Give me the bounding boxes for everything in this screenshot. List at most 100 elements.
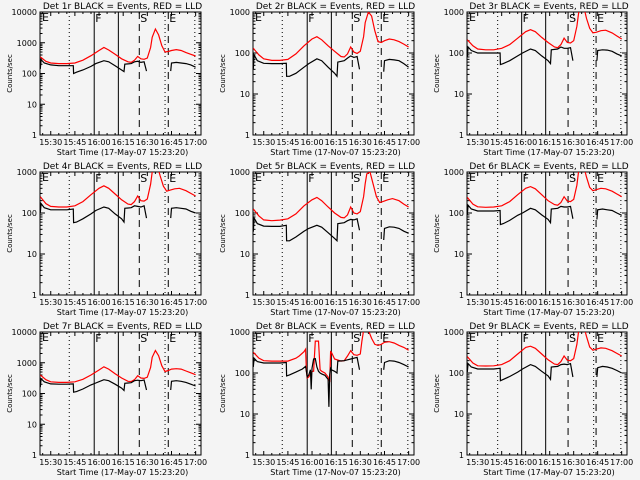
x-tick-label: 16:00 — [514, 298, 537, 307]
x-tick-label: 17:00 — [397, 298, 420, 307]
x-tick-label: 16:45 — [160, 298, 183, 307]
time-marker-label-f: F — [95, 12, 101, 25]
time-marker-label-s: S — [569, 172, 576, 185]
x-tick-label: 15:45 — [276, 138, 299, 147]
x-tick-label: 17:00 — [397, 138, 420, 147]
y-tick-label: 10 — [27, 420, 37, 429]
x-tick-label: 16:00 — [301, 138, 324, 147]
x-tick-label: 15:45 — [63, 138, 86, 147]
time-marker-label-e: E — [382, 12, 389, 25]
series-group — [467, 12, 623, 66]
x-tick-label: 16:45 — [373, 298, 396, 307]
x-tick-label: 16:30 — [562, 138, 585, 147]
x-axis-label: Start Time (17-May-07 15:23:20) — [57, 308, 188, 317]
corner-label-e: E — [42, 171, 49, 184]
y-tick-label: 1000 — [444, 168, 464, 177]
x-tick-label: 16:30 — [562, 298, 585, 307]
y-tick-label: 10 — [240, 90, 250, 99]
corner-label-e: E — [469, 331, 476, 344]
corner-label-e: E — [42, 331, 49, 344]
series-line-events — [596, 208, 622, 220]
plot-frame — [252, 331, 415, 456]
y-tick-label: 1 — [245, 451, 250, 460]
x-tick-label: 16:00 — [301, 298, 324, 307]
x-tick-label: 15:30 — [466, 458, 489, 467]
series-line-lld — [40, 27, 196, 65]
y-tick-label: 100 — [449, 369, 464, 378]
y-tick-label: 1 — [32, 131, 37, 140]
x-tick-label: 16:00 — [301, 458, 324, 467]
time-marker-label-s: S — [353, 332, 360, 345]
plot-frame — [39, 171, 202, 296]
y-tick-label: 100 — [235, 369, 250, 378]
series-line-events — [467, 203, 574, 226]
plot-frame — [466, 11, 628, 136]
x-tick-label: 16:45 — [586, 458, 609, 467]
chart-title: Det 3r BLACK = Events, RED = LLD — [469, 2, 628, 12]
x-tick-label: 15:45 — [63, 298, 86, 307]
x-tick-label: 16:15 — [112, 138, 135, 147]
x-tick-label: 16:45 — [586, 298, 609, 307]
chart-panel-det-6r: Det 6r BLACK = Events, RED = LLD 1 10 100 10… — [433, 162, 633, 317]
x-tick-label: 15:45 — [276, 298, 299, 307]
y-tick-label: 10 — [240, 410, 250, 419]
x-tick-label: 16:00 — [88, 458, 111, 467]
x-tick-label: 16:30 — [136, 458, 159, 467]
x-tick-label: 16:45 — [160, 138, 183, 147]
y-tick-label: 10000 — [12, 328, 37, 337]
x-tick-label: 16:00 — [88, 138, 111, 147]
chart-title: Det 7r BLACK = Events, RED = LLD — [43, 322, 202, 332]
x-tick-label: 15:45 — [490, 458, 513, 467]
series-line-lld — [253, 332, 409, 383]
chart-title: Det 6r BLACK = Events, RED = LLD — [469, 162, 628, 172]
y-tick-label: 1000 — [444, 8, 464, 17]
y-tick-label: 100 — [449, 49, 464, 58]
y-axis-label: Counts/sec — [219, 54, 227, 93]
y-tick-label: 100 — [22, 390, 37, 399]
x-axis-label: Start Time (17-May-07 15:23:20) — [483, 468, 614, 477]
time-marker-label-f: F — [95, 332, 101, 345]
x-tick-label: 16:30 — [349, 298, 372, 307]
y-tick-label: 100 — [449, 209, 464, 218]
series-line-events — [253, 356, 361, 407]
x-tick-label: 16:15 — [538, 458, 561, 467]
chart-panel-det-5r: Det 5r BLACK = Events, RED = LLD 1 10 100 10… — [219, 162, 420, 317]
x-tick-label: 16:15 — [538, 298, 561, 307]
time-marker-label-f: F — [523, 172, 529, 185]
series-group — [467, 332, 622, 382]
time-marker-label-e: E — [597, 12, 604, 25]
y-axis-label: Counts/sec — [433, 374, 441, 413]
y-tick-label: 10 — [240, 250, 250, 259]
chart-panel-det-1r: Det 1r BLACK = Events, RED = LLD 1 10 100 10… — [6, 2, 207, 157]
series-line-lld — [467, 172, 622, 208]
time-marker-label-s: S — [569, 332, 576, 345]
x-tick-label: 15:45 — [490, 298, 513, 307]
plot-frame — [39, 11, 202, 136]
x-axis-label: Start Time (17-May-07 15:23:20) — [483, 308, 614, 317]
series-line-events — [467, 362, 574, 382]
x-tick-label: 15:30 — [252, 298, 275, 307]
x-tick-label: 16:15 — [538, 138, 561, 147]
chart-panel-det-4r: Det 4r BLACK = Events, RED = LLD 1 10 100 10… — [6, 162, 207, 317]
y-axis-label: Counts/sec — [6, 374, 14, 413]
chart-title: Det 5r BLACK = Events, RED = LLD — [256, 162, 415, 172]
chart-title: Det 9r BLACK = Events, RED = LLD — [469, 322, 628, 332]
y-tick-label: 1 — [459, 131, 464, 140]
x-tick-label: 17:00 — [184, 138, 207, 147]
time-marker-label-s: S — [140, 12, 147, 25]
x-tick-label: 16:30 — [349, 458, 372, 467]
time-marker-label-e: E — [169, 172, 176, 185]
chart-title: Det 4r BLACK = Events, RED = LLD — [43, 162, 202, 172]
y-tick-label: 10 — [454, 410, 464, 419]
series-line-events — [40, 377, 148, 393]
plot-frame — [466, 331, 628, 456]
time-marker-label-e: E — [382, 172, 389, 185]
y-tick-label: 100 — [235, 49, 250, 58]
x-axis-label: Start Time (17-May-07 15:23:20) — [57, 148, 188, 157]
x-tick-label: 16:30 — [562, 458, 585, 467]
x-tick-label: 16:15 — [325, 138, 348, 147]
x-tick-label: 16:30 — [136, 298, 159, 307]
series-line-events — [170, 61, 196, 72]
x-tick-label: 17:00 — [184, 298, 207, 307]
y-tick-label: 10000 — [12, 8, 37, 17]
